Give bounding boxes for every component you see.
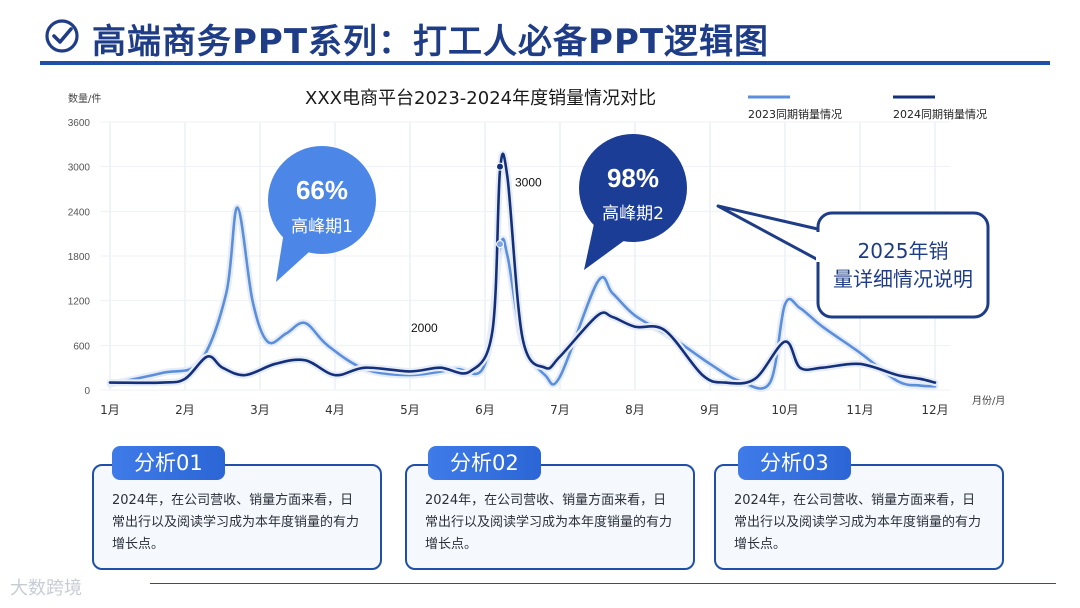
callout-label: 高峰期1 bbox=[291, 217, 353, 237]
callout-pointer bbox=[716, 204, 823, 264]
analysis-card-text: 2024年，在公司营收、销量方面来看，日常出行以及阅读学习成为本年度销量的有力增… bbox=[112, 493, 360, 552]
x-tick-label: 8月 bbox=[625, 403, 645, 417]
peak-point-2023 bbox=[496, 240, 504, 249]
peak-point-2024 bbox=[496, 162, 504, 171]
x-tick-label: 1月 bbox=[100, 403, 120, 417]
analysis-card-text: 2024年，在公司营收、销量方面来看，日常出行以及阅读学习成为本年度销量的有力增… bbox=[734, 493, 982, 552]
callout-text-line-2: 量详细情况说明 bbox=[833, 267, 973, 291]
chart-title: XXX电商平台2023-2024年度销量情况对比 bbox=[305, 88, 656, 109]
y-tick-label: 3600 bbox=[68, 118, 91, 129]
callout-percent: 98% bbox=[607, 163, 659, 193]
analysis-card-tag: 分析01 bbox=[112, 446, 225, 480]
x-tick-label: 9月 bbox=[700, 403, 720, 417]
y-tick-label: 1800 bbox=[68, 252, 91, 263]
footer-divider bbox=[150, 583, 1056, 584]
analysis-card-3: 2024年，在公司营收、销量方面来看，日常出行以及阅读学习成为本年度销量的有力增… bbox=[714, 464, 1004, 570]
y-tick-label: 1200 bbox=[68, 297, 91, 308]
speech-bubble-peak-1 bbox=[268, 146, 376, 254]
analysis-card-2: 2024年，在公司营收、销量方面来看，日常出行以及阅读学习成为本年度销量的有力增… bbox=[405, 464, 695, 570]
series-line-2024 bbox=[108, 152, 937, 385]
annotation-label: 2000 bbox=[411, 321, 438, 335]
x-tick-label: 5月 bbox=[400, 403, 420, 417]
analysis-card-tag: 分析03 bbox=[738, 446, 851, 480]
x-tick-label: 2月 bbox=[175, 403, 195, 417]
speech-bubble-peak-2 bbox=[579, 134, 687, 242]
x-tick-label: 11月 bbox=[846, 403, 873, 417]
x-tick-label: 6月 bbox=[475, 403, 495, 417]
x-tick-label: 7月 bbox=[550, 403, 570, 417]
page-title: 高端商务PPT系列：打工人必备PPT逻辑图 bbox=[92, 22, 770, 62]
y-tick-label: 3000 bbox=[68, 163, 91, 174]
analysis-card-tag: 分析02 bbox=[428, 446, 541, 480]
legend-label: 2023同期销量情况 bbox=[748, 107, 842, 121]
annotation-label: 3000 bbox=[515, 176, 542, 190]
y-tick-label: 600 bbox=[73, 341, 90, 352]
line-chart: 0 600 1200 1800 2400 3000 3600 1月 2月 3月 4月 5月 6月 7月 8月… bbox=[68, 88, 1006, 417]
callout-box bbox=[816, 211, 990, 319]
title-divider bbox=[40, 61, 1050, 65]
callout-percent: 66% bbox=[296, 175, 348, 205]
x-axis-label: 月份/月 bbox=[972, 395, 1005, 407]
y-tick-label: 2400 bbox=[68, 207, 91, 218]
header: 高端商务PPT系列：打工人必备PPT逻辑图 bbox=[0, 0, 1080, 70]
x-tick-label: 10月 bbox=[771, 403, 798, 417]
legend-label: 2024同期销量情况 bbox=[893, 107, 987, 121]
y-tick-label: 0 bbox=[84, 386, 90, 397]
analysis-card-1: 2024年，在公司营收、销量方面来看，日常出行以及阅读学习成为本年度销量的有力增… bbox=[92, 464, 382, 570]
x-tick-label: 4月 bbox=[325, 403, 345, 417]
callout-text-line-1: 2025年销 bbox=[858, 239, 949, 263]
watermark: 大数跨境 bbox=[10, 578, 82, 599]
x-tick-label: 3月 bbox=[250, 403, 270, 417]
y-axis-label: 数量/件 bbox=[68, 92, 101, 105]
chart-area: 0 600 1200 1800 2400 3000 3600 1月 2月 3月 4月 5月 6月 7月 8月… bbox=[0, 70, 1080, 430]
x-tick-label: 12月 bbox=[921, 403, 948, 417]
callout-label: 高峰期2 bbox=[602, 204, 664, 224]
callout-box-gap bbox=[816, 232, 824, 262]
analysis-card-text: 2024年，在公司营收、销量方面来看，日常出行以及阅读学习成为本年度销量的有力增… bbox=[425, 493, 673, 552]
check-circle-icon bbox=[45, 19, 79, 53]
